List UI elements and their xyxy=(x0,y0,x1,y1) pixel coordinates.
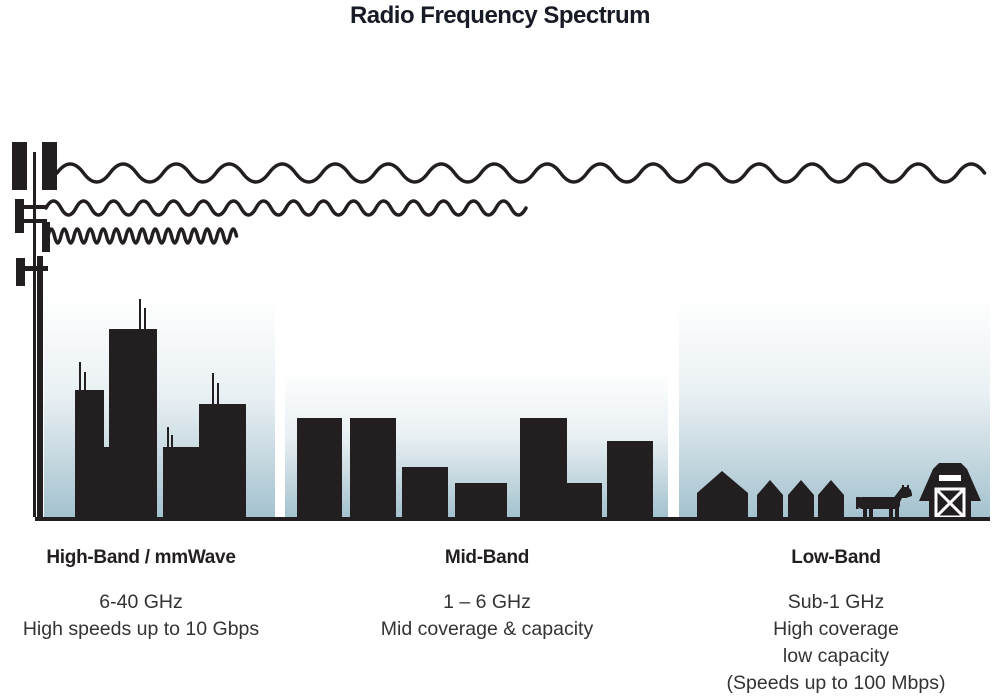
tower-mast xyxy=(33,152,36,517)
skyscraper xyxy=(75,390,104,517)
band-name: High-Band / mmWave xyxy=(46,547,236,568)
tower-crossbar xyxy=(16,266,48,271)
low-band-label-group: Low-Band Sub-1 GHz High coverage low cap… xyxy=(686,546,986,697)
tower-mast-lower xyxy=(37,256,43,517)
band-name: Low-Band xyxy=(791,547,881,568)
cow-icon xyxy=(856,485,912,518)
building xyxy=(520,418,567,517)
tower-antenna-panel-mid xyxy=(15,199,24,233)
band-frequency: 1 – 6 GHz xyxy=(443,591,531,613)
page-title: Radio Frequency Spectrum xyxy=(349,2,651,29)
tower-antenna-panel-small xyxy=(42,222,50,252)
building xyxy=(163,447,199,517)
house-icon xyxy=(757,480,783,519)
house-icon xyxy=(697,471,748,519)
tower-crossbar xyxy=(15,219,47,223)
rooftop-antenna xyxy=(217,383,219,404)
tower-antenna-panel-left xyxy=(12,142,27,190)
rooftop-antenna xyxy=(212,373,214,404)
building xyxy=(455,483,507,517)
high-band-label-group: High-Band / mmWave 6-40 GHz High speeds … xyxy=(1,546,281,643)
band-description: Mid coverage & capacity xyxy=(380,618,594,640)
rooftop-antenna xyxy=(84,372,86,390)
building xyxy=(350,418,396,517)
low-building xyxy=(102,447,112,517)
band-description: (Speeds up to 100 Mbps) xyxy=(726,672,946,694)
tower-antenna-panel-low xyxy=(16,258,25,286)
low-band-farm-scene xyxy=(697,463,981,519)
band-name: Mid-Band xyxy=(444,547,530,568)
skyscraper xyxy=(199,404,246,517)
band-description: low capacity xyxy=(782,645,890,667)
house-icon xyxy=(788,480,814,519)
tower-crossbar xyxy=(15,205,47,209)
building xyxy=(567,483,602,517)
mid-frequency-wave-icon xyxy=(44,199,528,217)
building xyxy=(297,418,342,517)
rooftop-antenna xyxy=(144,308,146,329)
building xyxy=(402,467,448,517)
rooftop-antenna xyxy=(167,427,169,447)
building xyxy=(607,441,653,517)
band-frequency: 6-40 GHz xyxy=(99,591,183,613)
high-frequency-wave-icon xyxy=(46,227,239,245)
skyscraper xyxy=(109,329,157,517)
house-icon xyxy=(818,480,844,519)
rooftop-antenna xyxy=(139,299,141,329)
low-frequency-wave-icon xyxy=(55,162,987,184)
rooftop-antenna xyxy=(79,362,81,390)
ground-line xyxy=(35,517,990,521)
band-description: High speeds up to 10 Gbps xyxy=(22,618,260,640)
band-frequency: Sub-1 GHz xyxy=(787,591,885,613)
mid-band-label-group: Mid-Band 1 – 6 GHz Mid coverage & capaci… xyxy=(347,546,627,643)
barn-icon xyxy=(919,463,981,519)
rooftop-antenna xyxy=(171,435,173,447)
band-description: High coverage xyxy=(773,618,899,640)
tower-antenna-panel-right xyxy=(42,142,57,190)
